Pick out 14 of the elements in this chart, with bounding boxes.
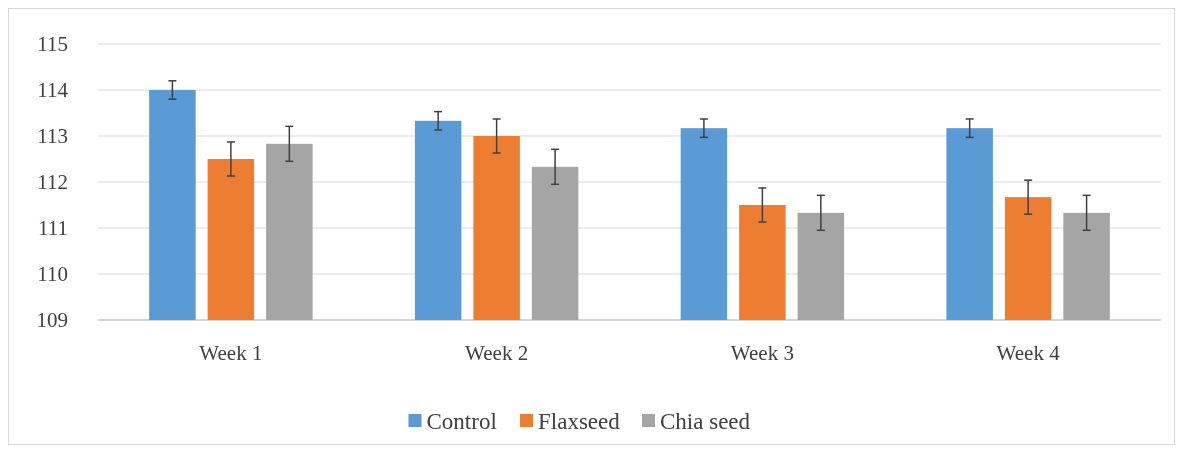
x-tick-label: Week 4 (996, 341, 1061, 365)
y-tick-label: 112 (37, 170, 68, 195)
y-tick-label: 113 (37, 124, 68, 149)
legend-label: Chia seed (660, 409, 751, 435)
y-tick-label: 110 (37, 262, 68, 287)
y-tick-label: 109 (36, 308, 68, 333)
x-tick-label: Week 3 (730, 341, 794, 365)
y-tick-label: 111 (38, 216, 68, 241)
x-tick-label: Week 1 (199, 341, 263, 365)
legend-label: Flaxseed (538, 409, 621, 435)
y-tick-label: 115 (37, 32, 68, 57)
legend-label: Control (426, 409, 497, 435)
y-tick-label: 114 (37, 78, 69, 103)
x-tick-label: Week 2 (465, 341, 529, 365)
